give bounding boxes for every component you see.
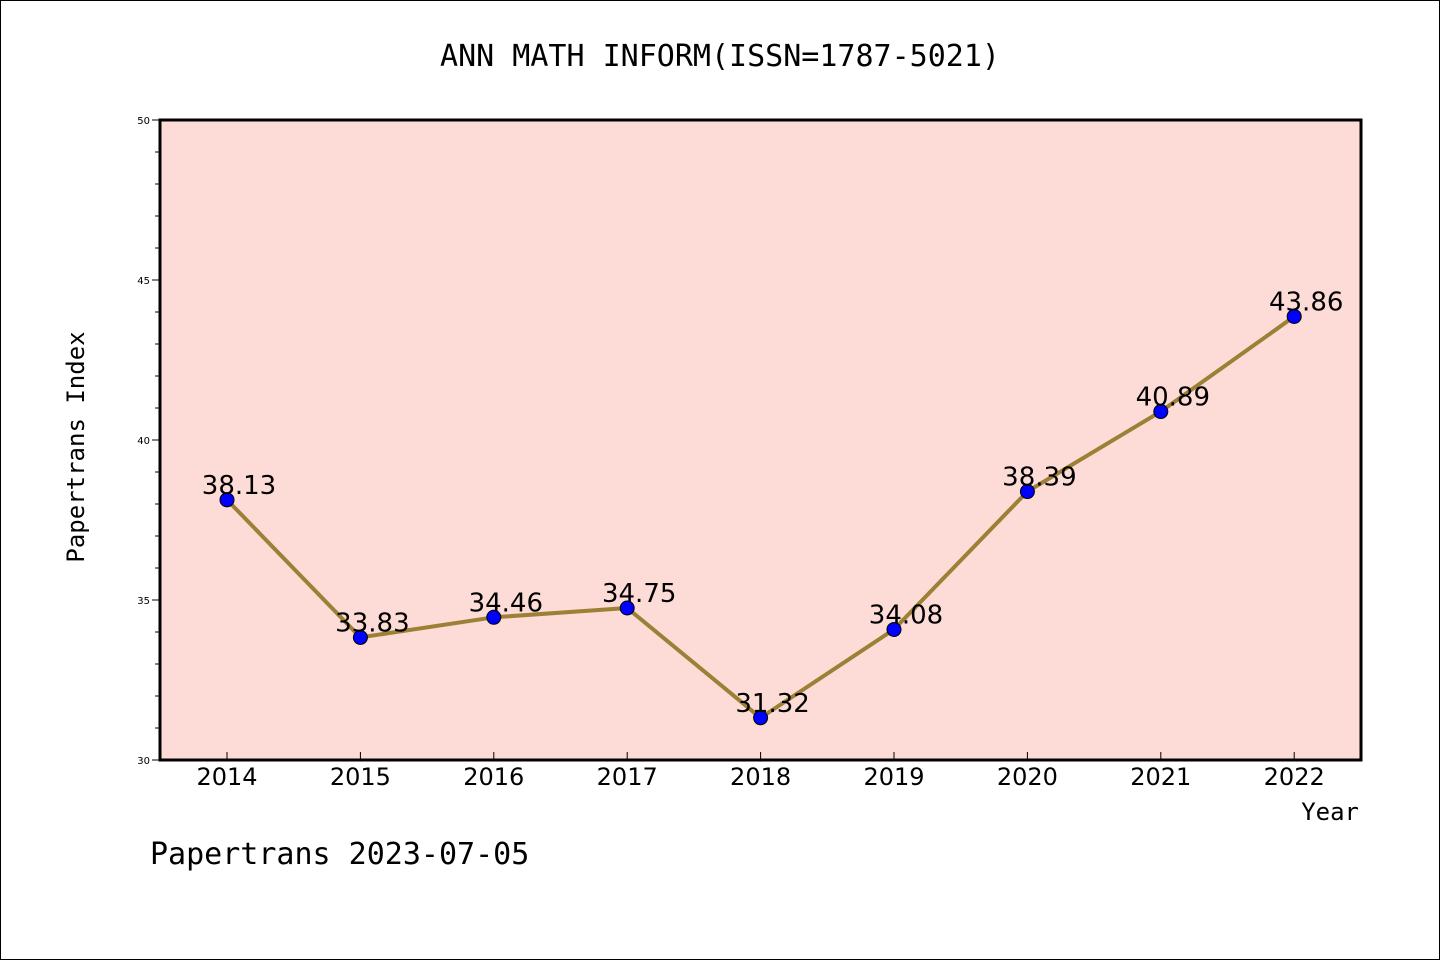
data-point <box>1019 484 1035 500</box>
x-tick-label: 2016 <box>463 763 524 791</box>
data-label: 43.86 <box>1269 287 1343 317</box>
data-point <box>219 492 235 508</box>
data-point <box>1153 404 1169 420</box>
chart-title: ANN MATH INFORM(ISSN=1787-5021) <box>440 39 1000 74</box>
y-tick-label: 40 <box>137 436 150 447</box>
data-point <box>486 609 502 625</box>
x-tick-label: 2021 <box>1130 763 1191 791</box>
x-tick-label: 2014 <box>196 763 257 791</box>
data-point <box>886 621 902 637</box>
data-label: 40.89 <box>1136 383 1210 413</box>
data-label: 34.08 <box>869 600 943 630</box>
data-point <box>352 629 368 645</box>
data-point <box>619 600 635 616</box>
x-tick-label: 2022 <box>1264 763 1325 791</box>
footer-text: Papertrans 2023-07-05 <box>150 837 529 872</box>
x-axis-ticks: 2014 2015 2016 2017 2018 2019 2020 2021 2022 <box>196 752 1325 791</box>
data-point <box>753 710 769 726</box>
data-label: 34.46 <box>469 588 543 618</box>
data-point <box>1286 308 1302 324</box>
y-tick-label: 35 <box>137 596 150 607</box>
x-axis-label: Year <box>1301 798 1359 826</box>
plot-border <box>158 118 1363 762</box>
series-group: 38.13 33.83 34.46 34.75 31.32 34.08 38.39 40.89… <box>202 287 1343 726</box>
x-tick-label: 2020 <box>997 763 1058 791</box>
x-tick-label: 2019 <box>863 763 924 791</box>
y-tick-label: 30 <box>137 756 150 767</box>
y-axis-label: Papertrans Index <box>62 331 90 562</box>
y-tick-label: 45 <box>137 276 150 287</box>
plot-area <box>160 120 1361 760</box>
y-axis-ticks: 30 35 40 45 50 <box>137 116 160 767</box>
data-label: 33.83 <box>335 608 409 638</box>
y-tick-label: 50 <box>137 116 150 127</box>
x-tick-label: 2017 <box>597 763 658 791</box>
x-tick-label: 2015 <box>330 763 391 791</box>
x-tick-label: 2018 <box>730 763 791 791</box>
data-label: 34.75 <box>602 579 676 609</box>
data-label: 38.39 <box>1002 463 1076 493</box>
data-label: 38.13 <box>202 471 276 501</box>
data-label: 31.32 <box>735 689 809 719</box>
